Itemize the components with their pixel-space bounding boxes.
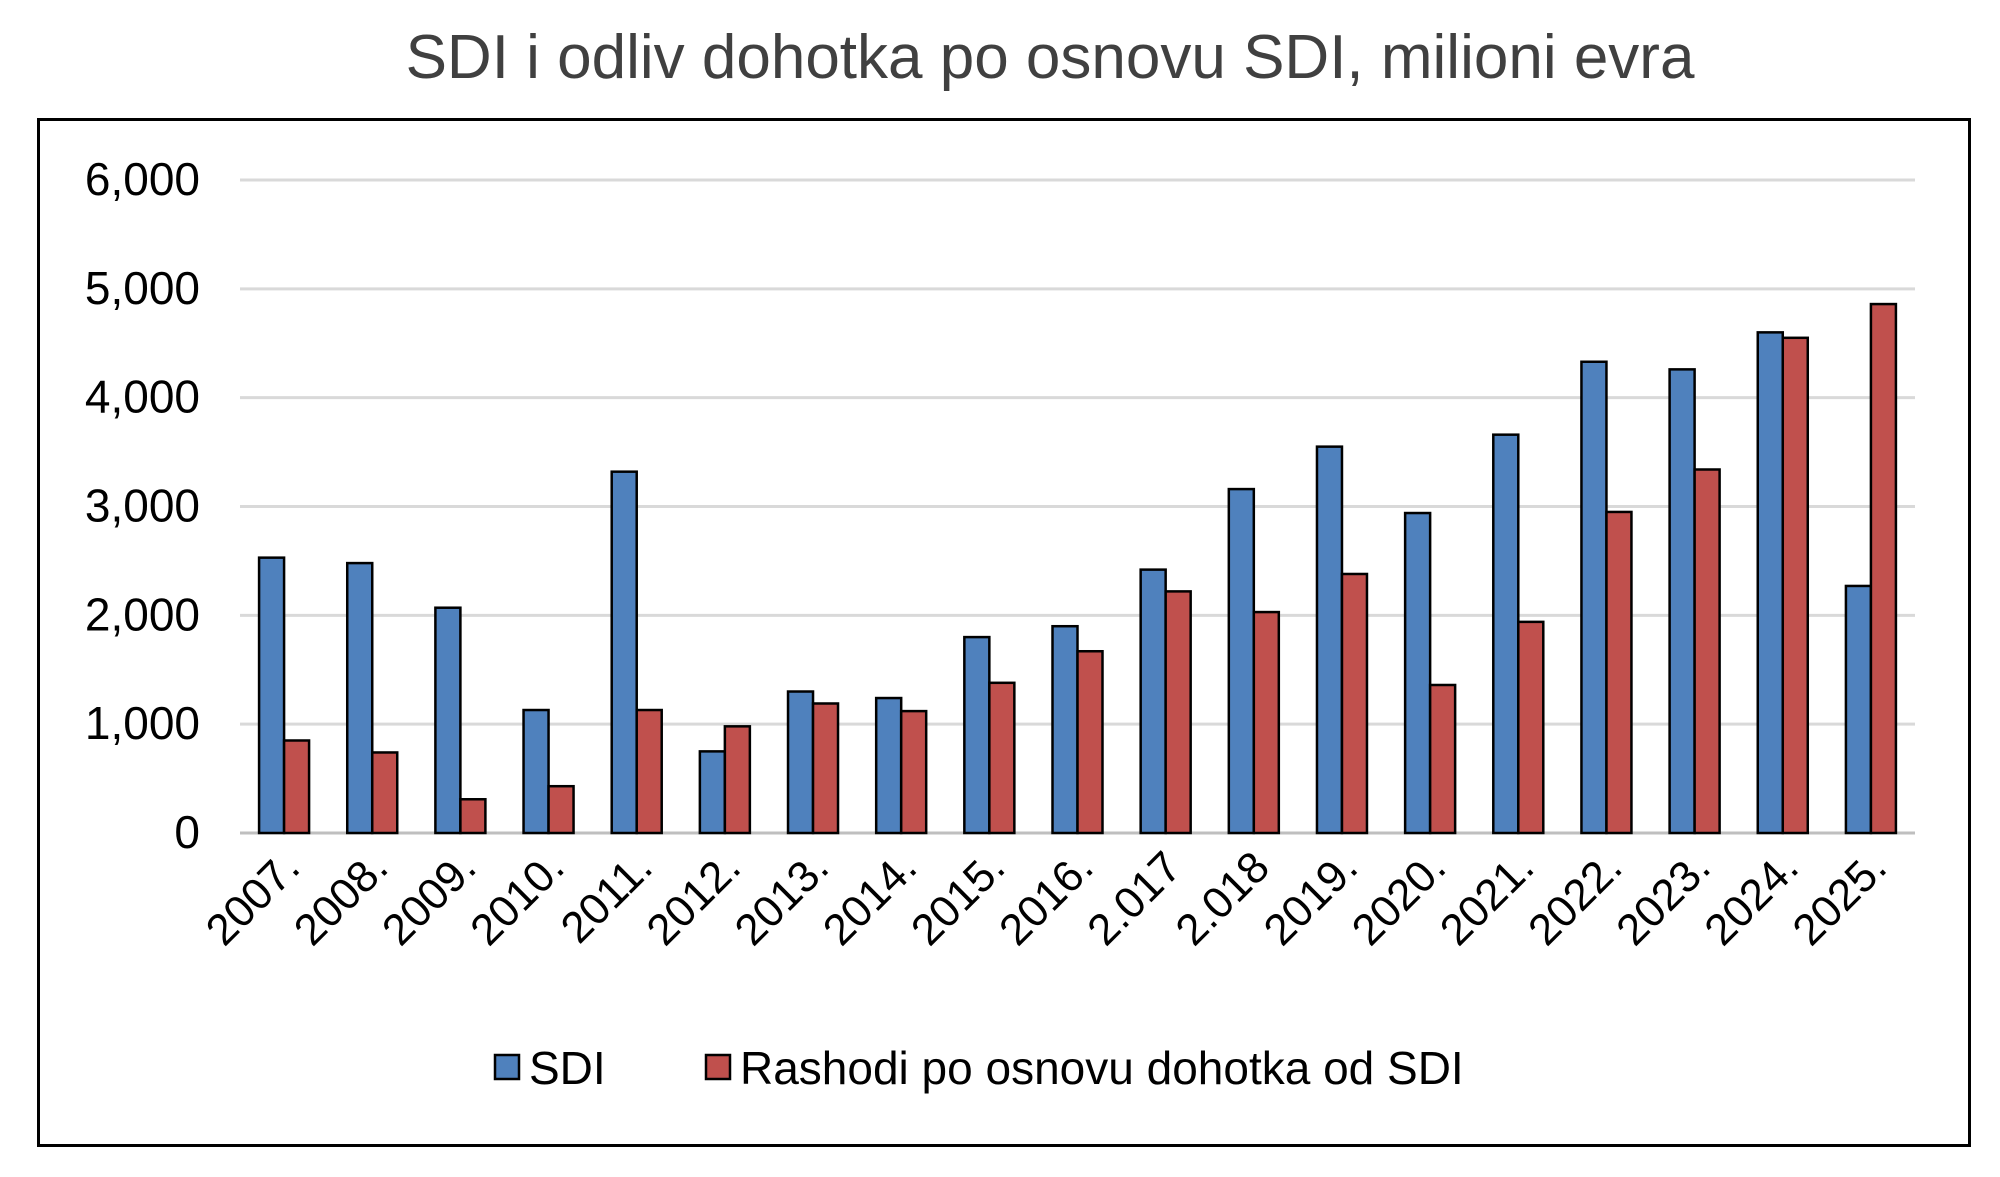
bar-sdi-2022	[1580, 360, 1608, 835]
y-tick-label: 3,000	[85, 480, 200, 532]
bar-rashodi-2023	[1693, 468, 1721, 835]
y-tick-label: 4,000	[85, 371, 200, 423]
bar-rashodi-2018	[1252, 610, 1281, 835]
bar-rashodi-2020	[1428, 683, 1457, 835]
x-tick-label: 2009.	[373, 842, 486, 955]
bar-sdi-2021	[1492, 433, 1520, 835]
x-tick-label: 2014.	[814, 842, 927, 955]
bar-rashodi-2013	[811, 702, 840, 835]
bar-rashodi-2011	[635, 708, 663, 835]
bar-rashodi-2025	[1869, 302, 1898, 835]
x-tick-label: 2021.	[1431, 842, 1544, 955]
x-tick-label: 2022.	[1519, 842, 1632, 955]
chart-frame	[37, 118, 1971, 1147]
bar-rashodi-2007	[282, 739, 311, 835]
bar-sdi-2018	[1227, 487, 1256, 835]
x-tick-label: 2025.	[1783, 842, 1896, 955]
x-tick-label: 2015.	[902, 842, 1015, 955]
x-tick-label: 2008.	[285, 842, 398, 955]
bar-rashodi-2022	[1605, 510, 1633, 835]
bar-sdi-2012	[698, 750, 727, 835]
bar-sdi-2023	[1668, 368, 1696, 835]
bar-sdi-2016	[1051, 624, 1079, 835]
y-tick-label: 1,000	[85, 697, 200, 749]
y-tick-label: 2,000	[85, 588, 200, 640]
bar-rashodi-2008	[370, 751, 399, 835]
bar-sdi-2009	[434, 606, 462, 835]
bars	[257, 302, 1898, 835]
x-tick-label: 2.018	[1166, 842, 1279, 955]
y-axis-ticks: 0 1,000 2,000 3,000 4,000 5,000 6,000	[85, 153, 200, 858]
x-tick-label: 2011.	[552, 842, 662, 952]
y-tick-label: 6,000	[85, 153, 200, 205]
bar-rashodi-2024	[1781, 336, 1810, 835]
x-tick-label: 2.017	[1078, 842, 1191, 955]
bar-rashodi-2021	[1517, 620, 1545, 835]
bar-sdi-2014	[874, 696, 903, 835]
x-axis-labels: 2007.2008.2009.2010.2011.2012.2013.2014.…	[197, 842, 1896, 955]
bar-sdi-2025	[1844, 584, 1873, 835]
y-tick-label: 5,000	[85, 262, 200, 314]
x-tick-label: 2019.	[1255, 842, 1368, 955]
bar-rashodi-2015	[988, 681, 1016, 835]
bar-rashodi-2019	[1340, 572, 1369, 835]
x-tick-label: 2020.	[1343, 842, 1456, 955]
legend-swatch-rashodi	[704, 1053, 732, 1081]
x-tick-label: 2010.	[461, 842, 574, 955]
bar-sdi-2008	[345, 561, 374, 835]
bar-sdi-2020	[1403, 511, 1432, 835]
legend-swatch-sdi	[493, 1053, 521, 1081]
bar-rashodi-2010	[547, 784, 575, 835]
bar-rashodi-2017	[1164, 590, 1192, 835]
x-tick-label: 2013.	[726, 842, 839, 955]
bar-sdi-2011	[610, 470, 638, 835]
bar-sdi-2007	[257, 556, 286, 835]
legend-label-sdi: SDI	[529, 1042, 606, 1094]
y-tick-label: 0	[174, 806, 200, 858]
x-tick-label: 2024.	[1695, 842, 1808, 955]
x-tick-label: 2016.	[990, 842, 1103, 955]
bar-sdi-2015	[963, 635, 991, 835]
bar-sdi-2019	[1315, 445, 1344, 835]
bar-sdi-2017	[1139, 568, 1167, 835]
x-tick-label: 2012.	[637, 842, 750, 955]
bar-rashodi-2016	[1076, 649, 1104, 835]
bar-sdi-2013	[786, 690, 815, 835]
bar-sdi-2010	[522, 708, 550, 835]
bar-rashodi-2009	[459, 798, 487, 835]
bar-sdi-2024	[1756, 331, 1785, 835]
chart-title: SDI i odliv dohotka po osnovu SDI, milio…	[405, 23, 1695, 92]
x-tick-label: 2007.	[197, 842, 310, 955]
grid-layer	[240, 178, 1915, 835]
bar-rashodi-2012	[723, 725, 752, 835]
bar-rashodi-2014	[899, 709, 928, 835]
legend: SDI Rashodi po osnovu dohotka od SDI	[493, 1042, 1464, 1094]
legend-label-rashodi: Rashodi po osnovu dohotka od SDI	[740, 1042, 1464, 1094]
x-tick-label: 2023.	[1607, 842, 1720, 955]
